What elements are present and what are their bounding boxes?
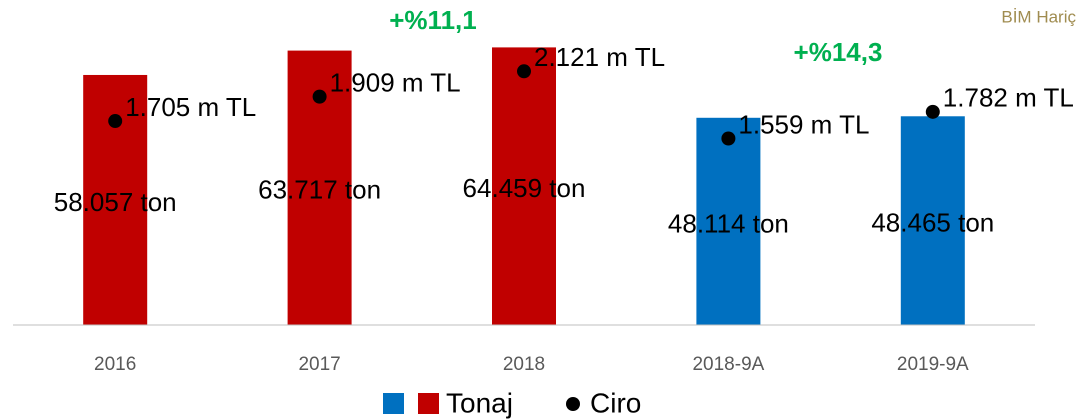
bar bbox=[492, 47, 556, 325]
x-tick-label: 2016 bbox=[94, 354, 136, 375]
x-tick-label: 2017 bbox=[298, 354, 340, 375]
data-label: 64.459 ton bbox=[463, 173, 586, 203]
dot bbox=[925, 104, 940, 119]
legend-dot bbox=[566, 397, 580, 411]
data-label: 1.782 m TL bbox=[943, 83, 1074, 113]
x-tick-label: 2019-9A bbox=[897, 354, 969, 375]
dot bbox=[721, 131, 736, 146]
data-label: 1.909 m TL bbox=[330, 68, 461, 98]
legend-label: Ciro bbox=[590, 387, 641, 418]
data-label: 63.717 ton bbox=[258, 175, 381, 205]
data-label: 1.559 m TL bbox=[738, 109, 869, 139]
legend-swatch bbox=[383, 393, 404, 414]
x-tick-label: 2018 bbox=[503, 354, 545, 375]
legend-swatch bbox=[418, 393, 439, 414]
bar bbox=[696, 117, 761, 326]
data-label: 48.114 ton bbox=[668, 208, 789, 238]
data-label: 1.705 m TL bbox=[125, 92, 256, 122]
bar bbox=[900, 116, 965, 325]
growth-annotation: +%11,1 bbox=[389, 5, 476, 35]
note: BİM Hariç bbox=[1001, 7, 1076, 26]
growth-annotation: +%14,3 bbox=[794, 37, 883, 67]
data-label: 58.057 ton bbox=[54, 187, 177, 217]
dot bbox=[312, 89, 327, 104]
x-tick-label: 2018-9A bbox=[692, 354, 764, 375]
data-label: 48.465 ton bbox=[871, 208, 994, 238]
data-label: 2.121 m TL bbox=[534, 42, 665, 72]
legend-label: Tonaj bbox=[446, 387, 513, 418]
dot bbox=[517, 64, 531, 79]
dot bbox=[108, 114, 123, 129]
